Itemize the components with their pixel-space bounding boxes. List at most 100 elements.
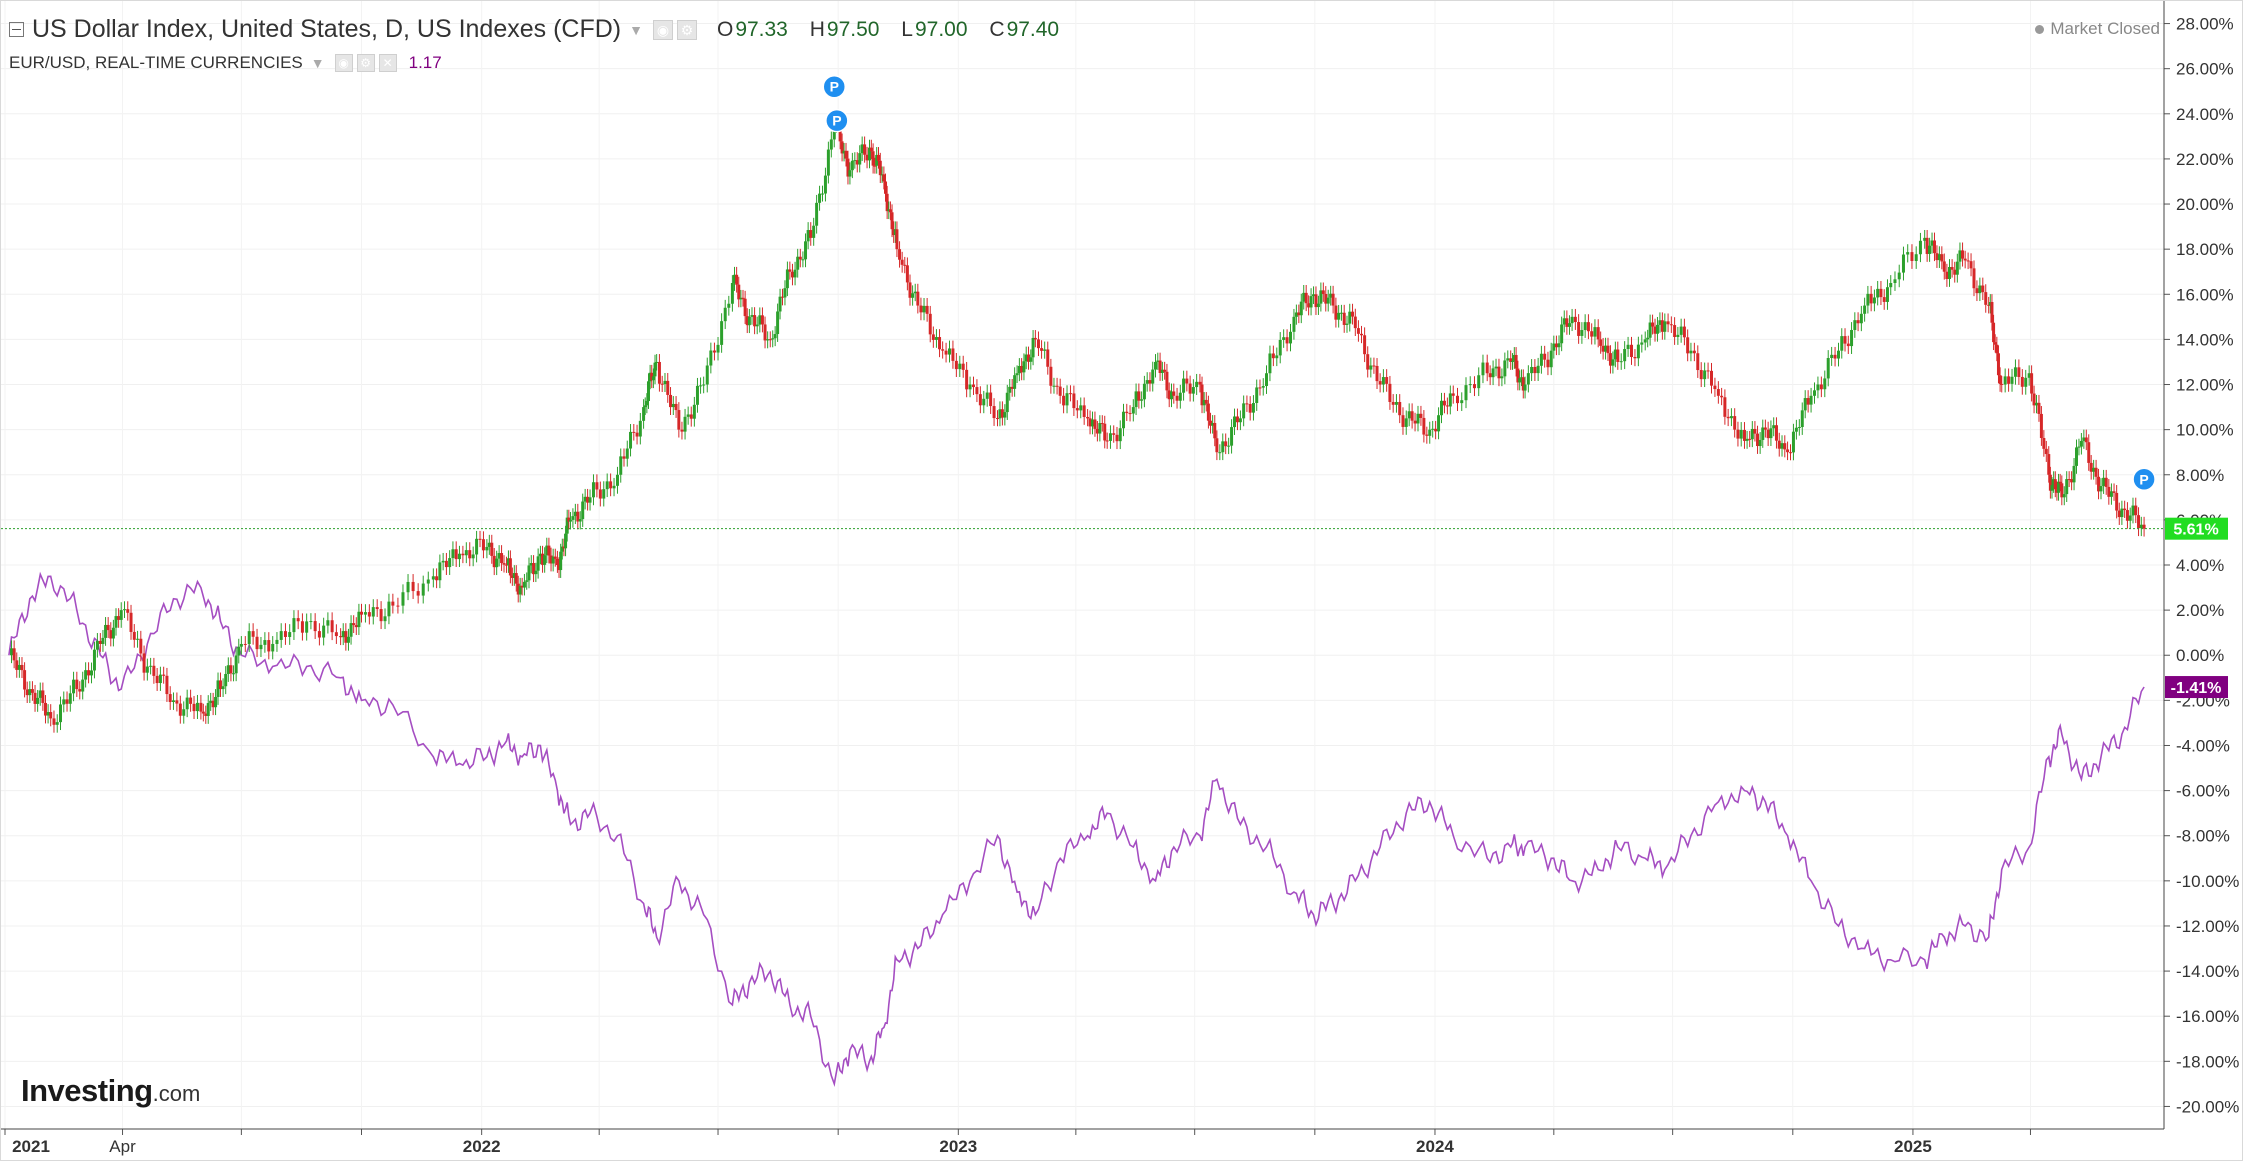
eye-icon[interactable]: ◉ xyxy=(334,54,353,72)
candle-body xyxy=(1897,272,1901,280)
candle-body xyxy=(195,702,199,712)
candle-body xyxy=(1163,369,1167,372)
candle-body xyxy=(562,546,566,549)
candle-body xyxy=(1679,326,1683,335)
candle-body xyxy=(1003,412,1007,418)
candle-body xyxy=(612,485,616,489)
candle-body xyxy=(300,621,304,633)
y-tick-label: 28.00% xyxy=(2176,15,2234,34)
candle-body xyxy=(1536,365,1540,374)
candle-body xyxy=(768,339,772,341)
candle-body xyxy=(2035,402,2039,406)
candle-body xyxy=(1142,383,1146,400)
candle-body xyxy=(1385,377,1389,384)
candle-body xyxy=(1500,376,1504,379)
candle-body xyxy=(804,241,808,260)
candle-body xyxy=(1713,385,1717,390)
candle-body xyxy=(43,702,47,716)
candle-body xyxy=(1329,293,1333,298)
candle-body xyxy=(534,570,538,575)
candle-body xyxy=(605,481,609,490)
y-tick-label: 18.00% xyxy=(2176,240,2234,259)
candle-body xyxy=(1945,271,1949,279)
candle-body xyxy=(1984,292,1988,305)
candle-body xyxy=(1095,428,1099,434)
close-icon[interactable]: ✕ xyxy=(378,54,397,72)
candle-body xyxy=(132,631,136,640)
candle-body xyxy=(288,632,292,637)
candle-body xyxy=(525,580,529,582)
brand-name: Investing xyxy=(21,1073,153,1108)
candle-body xyxy=(497,553,501,559)
candle-body xyxy=(259,644,263,650)
candle-body xyxy=(1655,324,1659,334)
candle-body xyxy=(2017,367,2021,377)
candle-body xyxy=(81,679,85,692)
candle-body xyxy=(692,404,696,419)
collapse-icon[interactable] xyxy=(9,22,24,37)
candle-body xyxy=(1351,311,1355,317)
gear-icon[interactable]: ⚙ xyxy=(676,19,697,40)
candle-body xyxy=(884,181,888,194)
candle-body xyxy=(916,291,920,306)
candle-body xyxy=(1285,337,1289,344)
candle-body xyxy=(1086,416,1090,419)
candle-body xyxy=(1519,377,1523,379)
candle-body xyxy=(1800,410,1804,428)
candle-body xyxy=(379,609,383,622)
candle-body xyxy=(560,546,564,552)
candle-body xyxy=(643,405,647,408)
candle-body xyxy=(625,448,629,459)
candle-body xyxy=(1692,350,1696,354)
eye-icon[interactable]: ◉ xyxy=(652,19,673,40)
candle-body xyxy=(680,429,684,432)
candle-body xyxy=(117,616,121,620)
candle-body xyxy=(1816,384,1820,391)
candle-body xyxy=(576,511,580,522)
candle-body xyxy=(1813,390,1817,396)
candle-body xyxy=(527,565,531,581)
candle-body xyxy=(1819,384,1823,390)
candle-body xyxy=(1394,401,1398,405)
candle-body xyxy=(367,612,371,617)
chevron-down-icon[interactable]: ▼ xyxy=(310,55,325,71)
y-tick-label: 4.00% xyxy=(2176,556,2224,575)
candle-body xyxy=(1748,438,1752,440)
candle-body xyxy=(1497,366,1501,379)
x-tick-label: Apr xyxy=(109,1137,136,1156)
candle-body xyxy=(522,581,526,588)
candle-body xyxy=(1416,413,1420,424)
candle-body xyxy=(1853,320,1857,330)
candle-body xyxy=(1022,361,1026,373)
candle-body xyxy=(1613,349,1617,360)
candle-body xyxy=(1766,429,1770,439)
event-marker-icon xyxy=(822,74,847,99)
candle-body xyxy=(520,585,524,588)
compare-series-title[interactable]: EUR/USD, REAL-TIME CURRENCIES xyxy=(9,53,303,72)
candle-body xyxy=(2112,491,2116,493)
candle-body xyxy=(1993,342,1997,345)
candle-body xyxy=(1772,425,1776,429)
candle-body xyxy=(642,407,646,421)
candle-body xyxy=(1709,370,1713,386)
candle-body xyxy=(978,394,982,406)
candle-body xyxy=(1876,288,1880,298)
chevron-down-icon[interactable]: ▼ xyxy=(629,21,643,38)
candle-body xyxy=(1658,320,1662,325)
candle-body xyxy=(1893,279,1897,283)
y-tick-label: 16.00% xyxy=(2176,285,2234,304)
candle-body xyxy=(1769,428,1773,439)
y-tick-label: -20.00% xyxy=(2176,1097,2239,1116)
candle-body xyxy=(1175,395,1179,401)
candle-body xyxy=(62,699,66,705)
candle-body xyxy=(995,418,999,420)
gear-icon[interactable]: ⚙ xyxy=(356,54,375,72)
main-series-title[interactable]: US Dollar Index, United States, D, US In… xyxy=(32,15,622,43)
candle-body xyxy=(199,702,203,712)
candle-body xyxy=(101,637,105,644)
candle-body xyxy=(1937,254,1941,261)
candle-body xyxy=(1204,399,1208,404)
